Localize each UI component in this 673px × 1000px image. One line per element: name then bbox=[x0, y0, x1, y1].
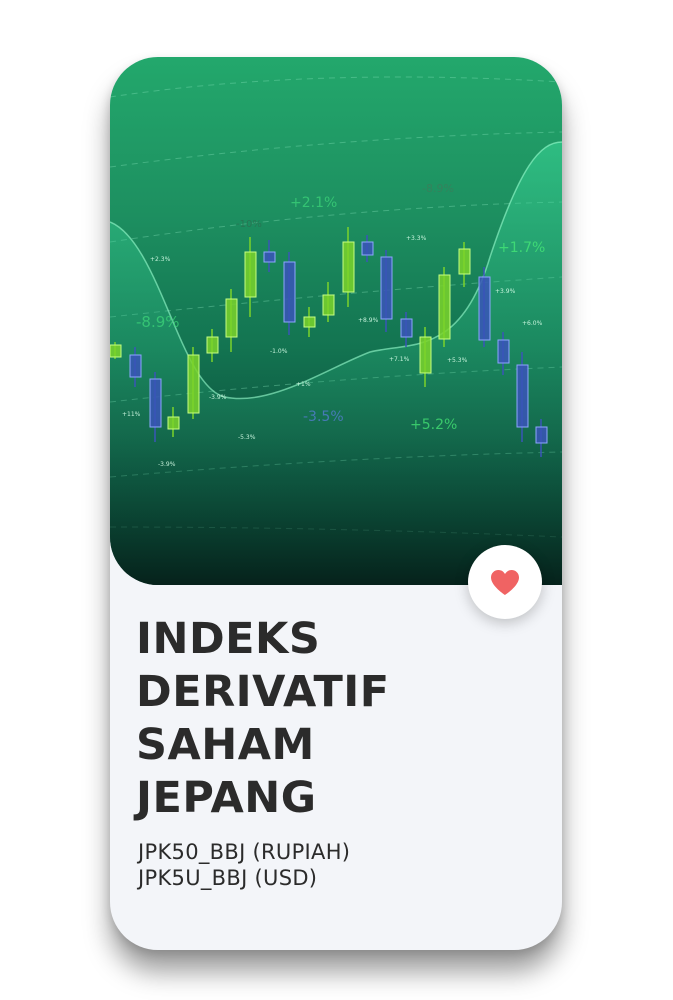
chart-change-label: -3.9% bbox=[158, 461, 176, 468]
candle-body bbox=[226, 299, 237, 337]
title-line-1: INDEKS bbox=[136, 613, 390, 666]
card-title: INDEKS DERIVATIF SAHAM JEPANG bbox=[136, 613, 390, 825]
candle-body bbox=[459, 249, 470, 274]
chart-change-label: +2.1% bbox=[290, 195, 337, 211]
title-line-3: SAHAM bbox=[136, 719, 390, 772]
candle-body bbox=[401, 319, 412, 337]
chart-change-label: +7.1% bbox=[389, 356, 410, 363]
candle-body bbox=[284, 262, 295, 322]
chart-change-label: +5.2% bbox=[410, 417, 457, 433]
candle-body bbox=[188, 355, 199, 413]
candle-body bbox=[207, 337, 218, 353]
candle-body bbox=[110, 345, 121, 357]
chart-change-label: +8.9% bbox=[358, 317, 379, 324]
candle-body bbox=[168, 417, 179, 429]
ticker-code-rupiah: JPK50_BBJ (RUPIAH) bbox=[138, 839, 350, 865]
candle-body bbox=[130, 355, 141, 377]
ticker-codes: JPK50_BBJ (RUPIAH) JPK5U_BBJ (USD) bbox=[138, 839, 350, 891]
product-card[interactable]: -8.9% +2.1% -10% +3.3% +1.7% +2.3% -8.9% +3.9% +… bbox=[110, 57, 562, 950]
chart-change-label: -1.0% bbox=[270, 348, 288, 355]
candle-body bbox=[517, 365, 528, 427]
candle-body bbox=[343, 242, 354, 292]
chart-change-label: -3.9% bbox=[209, 394, 227, 401]
candle-body bbox=[420, 337, 431, 373]
chart-change-label: +11% bbox=[122, 411, 141, 418]
chart-change-label: -5.3% bbox=[238, 434, 256, 441]
chart-change-label: +1% bbox=[296, 381, 311, 388]
chart-change-label: +2.3% bbox=[150, 256, 171, 263]
candle-body bbox=[381, 257, 392, 319]
chart-change-label: +6.0% bbox=[522, 320, 543, 327]
chart-change-label: +3.3% bbox=[406, 235, 427, 242]
chart-change-label: +5.3% bbox=[447, 357, 468, 364]
chart-change-label: -10% bbox=[236, 219, 262, 230]
candle-body bbox=[439, 275, 450, 339]
candlestick-illustration: -8.9% +2.1% -10% +3.3% +1.7% +2.3% -8.9% +3.9% +… bbox=[110, 57, 562, 585]
title-line-2: DERIVATIF bbox=[136, 666, 390, 719]
chart-change-label: +1.7% bbox=[498, 240, 545, 256]
chart-change-label: -8.9% bbox=[136, 313, 180, 331]
chart-change-label: -3.5% bbox=[303, 409, 344, 425]
hero-chart-image: -8.9% +2.1% -10% +3.3% +1.7% +2.3% -8.9% +3.9% +… bbox=[110, 57, 562, 585]
candle-body bbox=[498, 340, 509, 363]
candle-body bbox=[479, 277, 490, 340]
candle-body bbox=[304, 317, 315, 327]
heart-icon bbox=[490, 569, 520, 596]
chart-change-label: +3.9% bbox=[495, 288, 516, 295]
ticker-code-usd: JPK5U_BBJ (USD) bbox=[138, 865, 350, 891]
candle-body bbox=[536, 427, 547, 443]
candle-body bbox=[245, 252, 256, 297]
title-line-4: JEPANG bbox=[136, 772, 390, 825]
candle-body bbox=[150, 379, 161, 427]
candle-body bbox=[264, 252, 275, 262]
favorite-button[interactable] bbox=[468, 545, 542, 619]
candle-body bbox=[362, 242, 373, 255]
candle-body bbox=[323, 295, 334, 315]
chart-change-label: -8.9% bbox=[422, 182, 454, 195]
